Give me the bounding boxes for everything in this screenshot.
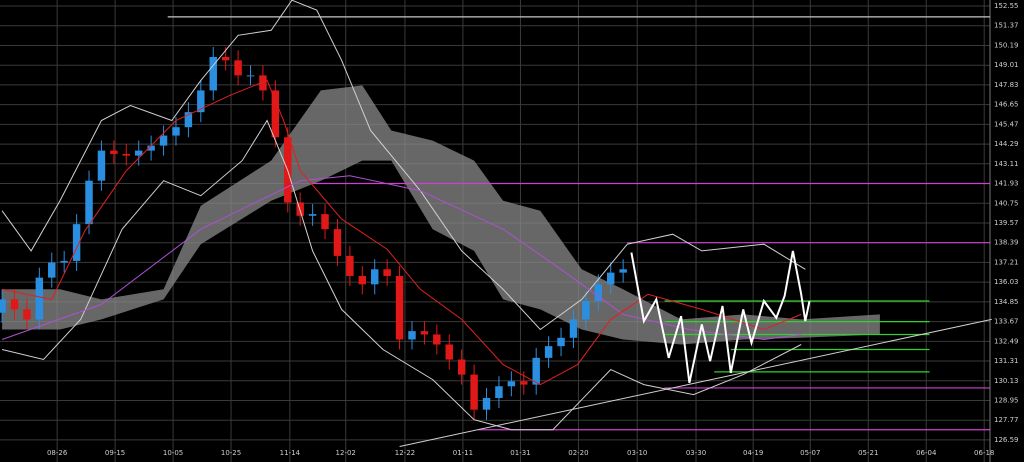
- y-tick-label: 128.95: [994, 396, 1019, 404]
- candle-body: [48, 262, 56, 278]
- candle-body: [147, 145, 155, 151]
- y-tick-label: 152.55: [994, 2, 1019, 10]
- candle-body: [122, 153, 131, 156]
- x-tick-label: 05-07: [800, 449, 820, 457]
- candle-body: [159, 135, 168, 146]
- overlay-line: [2, 79, 802, 386]
- candle-body: [308, 214, 317, 216]
- candle-body: [85, 180, 93, 225]
- y-tick-label: 144.29: [994, 140, 1019, 148]
- candle-body: [333, 229, 342, 256]
- y-tick-label: 133.67: [994, 318, 1019, 326]
- candle-body: [271, 90, 280, 138]
- y-tick-label: 139.57: [994, 219, 1019, 227]
- x-tick-label: 08-26: [47, 449, 68, 457]
- candle-body: [495, 386, 503, 398]
- y-tick-label: 149.01: [994, 61, 1019, 69]
- candle-body: [60, 260, 68, 263]
- candle-body: [321, 214, 329, 230]
- candle-body: [35, 277, 44, 320]
- candle-body: [346, 255, 354, 276]
- y-tick-label: 134.85: [994, 298, 1019, 306]
- overlay-line: [1, 0, 806, 331]
- candle-body: [0, 299, 6, 313]
- candle-body: [370, 269, 379, 285]
- candle-body: [582, 301, 590, 320]
- x-tick-label: 03-30: [686, 449, 706, 457]
- candle-body: [134, 150, 143, 156]
- candle-body: [234, 60, 242, 76]
- candle-body: [383, 269, 391, 276]
- candle-body: [619, 269, 627, 273]
- y-tick-label: 147.83: [994, 81, 1019, 89]
- trend-line: [399, 318, 992, 447]
- x-tick-label: 03-10: [627, 449, 647, 457]
- x-tick-label: 01-11: [453, 449, 473, 457]
- y-tick-label: 138.39: [994, 239, 1019, 247]
- candle-body: [482, 397, 491, 410]
- x-tick-label: 04-19: [743, 449, 763, 457]
- x-tick-label: 09-15: [105, 449, 125, 457]
- candle-body: [507, 381, 516, 387]
- candle-body: [470, 374, 478, 410]
- candle-body: [520, 381, 528, 385]
- y-tick-label: 132.49: [994, 337, 1019, 345]
- candle-body: [569, 319, 578, 338]
- candle-body: [72, 224, 81, 261]
- y-tick-label: 143.11: [994, 160, 1019, 168]
- overlay-line: [630, 250, 811, 384]
- y-tick-label: 130.13: [994, 377, 1019, 385]
- x-tick-label: 12-02: [336, 449, 356, 457]
- y-tick-label: 136.03: [994, 278, 1019, 286]
- candle-body: [110, 150, 118, 154]
- x-tick-label: 01-31: [510, 449, 530, 457]
- y-tick-label: 126.59: [994, 436, 1019, 444]
- y-tick-label: 151.37: [994, 22, 1019, 30]
- candle-body: [221, 56, 230, 61]
- x-tick-label: 10-05: [163, 449, 183, 457]
- y-tick-label: 146.65: [994, 101, 1019, 109]
- candle-body: [457, 359, 466, 375]
- y-tick-label: 141.93: [994, 180, 1019, 188]
- candle-body: [395, 275, 404, 340]
- candle-body: [445, 344, 453, 360]
- candle-body: [594, 284, 603, 302]
- candle-body: [10, 299, 19, 310]
- x-tick-label: 10-25: [221, 449, 241, 457]
- candle-body: [172, 127, 180, 136]
- y-tick-label: 150.19: [994, 41, 1019, 49]
- y-tick-label: 137.21: [994, 258, 1019, 266]
- candle-body: [97, 150, 106, 181]
- y-tick-label: 127.77: [994, 416, 1019, 424]
- x-tick-label: 06-04: [916, 449, 937, 457]
- candle-body: [532, 357, 540, 385]
- candle-body: [209, 56, 217, 91]
- x-tick-label: 06-18: [974, 449, 994, 457]
- candle-body: [23, 309, 31, 320]
- x-tick-label: 02-20: [568, 449, 588, 457]
- candle-body: [184, 112, 193, 128]
- candle-body: [607, 272, 615, 285]
- x-tick-label: 11-14: [280, 449, 301, 457]
- cloud: [2, 85, 880, 345]
- candle-body: [259, 75, 267, 91]
- candle-body: [433, 334, 441, 345]
- overlay-line: [1, 175, 802, 341]
- candle-body: [358, 275, 367, 285]
- candle-body: [557, 337, 565, 347]
- overlay-line: [1, 119, 802, 431]
- candle-body: [246, 75, 255, 77]
- x-tick-label: 12-22: [395, 449, 415, 457]
- candle-body: [544, 346, 553, 358]
- y-tick-label: 140.75: [994, 199, 1019, 207]
- candle-body: [197, 90, 205, 113]
- y-tick-label: 145.47: [994, 120, 1019, 128]
- x-tick-label: 05-21: [858, 449, 878, 457]
- y-tick-label: 131.31: [994, 357, 1019, 365]
- candle-body: [420, 331, 429, 335]
- candle-body: [408, 331, 416, 340]
